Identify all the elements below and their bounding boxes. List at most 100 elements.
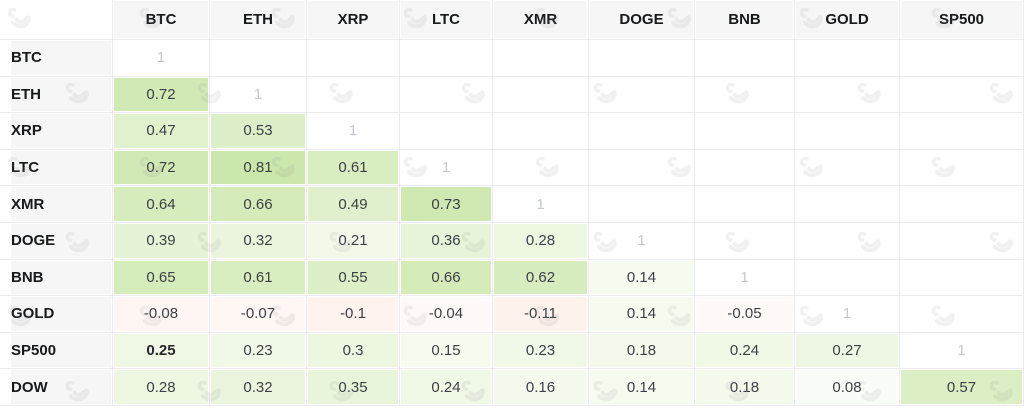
cell-xmr-sp500 <box>900 186 1024 223</box>
table-row-btc: BTC 1 <box>0 40 1024 77</box>
cell-dow-xmr: 0.16 <box>493 369 589 406</box>
cell-doge-ltc: 0.36 <box>400 222 493 260</box>
cell-sp500-gold: 0.27 <box>795 332 900 370</box>
cell-xrp-btc: 0.47 <box>113 113 210 150</box>
cell-doge-sp500 <box>900 222 1024 260</box>
cell-ltc-doge <box>589 149 695 187</box>
cell-xrp-eth: 0.53 <box>210 113 307 150</box>
cell-eth-bnb <box>695 76 795 114</box>
table-row-bnb: BNB 0.65 0.61 0.55 0.66 0.62 0.14 1 <box>0 259 1024 297</box>
cell-bnb-gold <box>795 259 900 297</box>
row-label-ltc: LTC <box>0 149 113 187</box>
cell-dow-ltc: 0.24 <box>400 369 493 406</box>
cell-sp500-ltc: 0.15 <box>400 332 493 370</box>
cell-dow-bnb: 0.18 <box>695 369 795 406</box>
cell-ltc-bnb <box>695 149 795 187</box>
cell-eth-sp500 <box>900 76 1024 114</box>
row-label-bnb: BNB <box>0 259 113 297</box>
row-label-gold: GOLD <box>0 296 113 333</box>
cell-xrp-xrp: 1 <box>307 113 400 150</box>
cell-doge-doge: 1 <box>589 222 695 260</box>
cell-btc-doge <box>589 40 695 77</box>
table-row-eth: ETH 0.72 1 <box>0 76 1024 114</box>
cell-doge-xmr: 0.28 <box>493 222 589 260</box>
cell-btc-btc: 1 <box>113 40 210 77</box>
cell-eth-xmr <box>493 76 589 114</box>
cell-xrp-sp500 <box>900 113 1024 150</box>
row-label-btc: BTC <box>0 40 113 77</box>
header-row: BTC ETH XRP LTC XMR DOGE BNB GOLD SP500 <box>0 0 1024 40</box>
cell-doge-eth: 0.32 <box>210 222 307 260</box>
cell-bnb-doge: 0.14 <box>589 259 695 297</box>
cell-gold-btc: -0.08 <box>113 296 210 333</box>
cell-ltc-gold <box>795 149 900 187</box>
cell-xrp-doge <box>589 113 695 150</box>
cell-dow-sp500: 0.57 <box>900 369 1024 406</box>
cell-sp500-bnb: 0.24 <box>695 332 795 370</box>
table-row-xmr: XMR 0.64 0.66 0.49 0.73 1 <box>0 186 1024 223</box>
cell-eth-doge <box>589 76 695 114</box>
cell-btc-xrp <box>307 40 400 77</box>
cell-gold-sp500 <box>900 296 1024 333</box>
cell-sp500-btc: 0.25 <box>113 332 210 370</box>
column-header-gold: GOLD <box>795 0 900 40</box>
cell-eth-eth: 1 <box>210 76 307 114</box>
cell-eth-xrp <box>307 76 400 114</box>
cell-bnb-xrp: 0.55 <box>307 259 400 297</box>
cell-bnb-sp500 <box>900 259 1024 297</box>
cell-doge-bnb <box>695 222 795 260</box>
cell-dow-eth: 0.32 <box>210 369 307 406</box>
column-header-xmr: XMR <box>493 0 589 40</box>
cell-ltc-ltc: 1 <box>400 149 493 187</box>
cell-xmr-doge <box>589 186 695 223</box>
cell-dow-gold: 0.08 <box>795 369 900 406</box>
row-label-doge: DOGE <box>0 222 113 260</box>
cell-eth-btc: 0.72 <box>113 76 210 114</box>
cell-sp500-eth: 0.23 <box>210 332 307 370</box>
cell-bnb-eth: 0.61 <box>210 259 307 297</box>
cell-xmr-bnb <box>695 186 795 223</box>
cell-ltc-sp500 <box>900 149 1024 187</box>
cell-bnb-xmr: 0.62 <box>493 259 589 297</box>
cell-ltc-btc: 0.72 <box>113 149 210 187</box>
cell-btc-gold <box>795 40 900 77</box>
cell-xmr-eth: 0.66 <box>210 186 307 223</box>
cell-xmr-ltc: 0.73 <box>400 186 493 223</box>
cell-xrp-xmr <box>493 113 589 150</box>
cell-doge-xrp: 0.21 <box>307 222 400 260</box>
column-header-bnb: BNB <box>695 0 795 40</box>
cell-xrp-gold <box>795 113 900 150</box>
table-row-ltc: LTC 0.72 0.81 0.61 1 <box>0 149 1024 187</box>
cell-ltc-eth: 0.81 <box>210 149 307 187</box>
cell-sp500-xrp: 0.3 <box>307 332 400 370</box>
row-label-xmr: XMR <box>0 186 113 223</box>
cell-btc-sp500 <box>900 40 1024 77</box>
table-row-xrp: XRP 0.47 0.53 1 <box>0 113 1024 150</box>
cell-btc-bnb <box>695 40 795 77</box>
cell-gold-eth: -0.07 <box>210 296 307 333</box>
column-header-ltc: LTC <box>400 0 493 40</box>
cell-xrp-bnb <box>695 113 795 150</box>
table-row-gold: GOLD -0.08 -0.07 -0.1 -0.04 -0.11 0.14 -0.05 1 <box>0 296 1024 333</box>
table-body: BTC 1 ETH 0.72 1 XRP 0.47 0.53 1 LTC 0.72 0.81 0.61 1… <box>0 40 1024 406</box>
cell-ltc-xrp: 0.61 <box>307 149 400 187</box>
column-header-xrp: XRP <box>307 0 400 40</box>
column-header-eth: ETH <box>210 0 307 40</box>
cell-xmr-xmr: 1 <box>493 186 589 223</box>
cell-xrp-ltc <box>400 113 493 150</box>
cell-xmr-xrp: 0.49 <box>307 186 400 223</box>
cell-sp500-sp500: 1 <box>900 332 1024 370</box>
cell-dow-xrp: 0.35 <box>307 369 400 406</box>
cell-bnb-bnb: 1 <box>695 259 795 297</box>
cell-doge-btc: 0.39 <box>113 222 210 260</box>
cell-dow-btc: 0.28 <box>113 369 210 406</box>
cell-btc-ltc <box>400 40 493 77</box>
cell-gold-xrp: -0.1 <box>307 296 400 333</box>
row-label-eth: ETH <box>0 76 113 114</box>
cell-gold-ltc: -0.04 <box>400 296 493 333</box>
table-row-doge: DOGE 0.39 0.32 0.21 0.36 0.28 1 <box>0 222 1024 260</box>
table-row-dow: DOW 0.28 0.32 0.35 0.24 0.16 0.14 0.18 0.08 0.57 <box>0 369 1024 406</box>
row-label-xrp: XRP <box>0 113 113 150</box>
